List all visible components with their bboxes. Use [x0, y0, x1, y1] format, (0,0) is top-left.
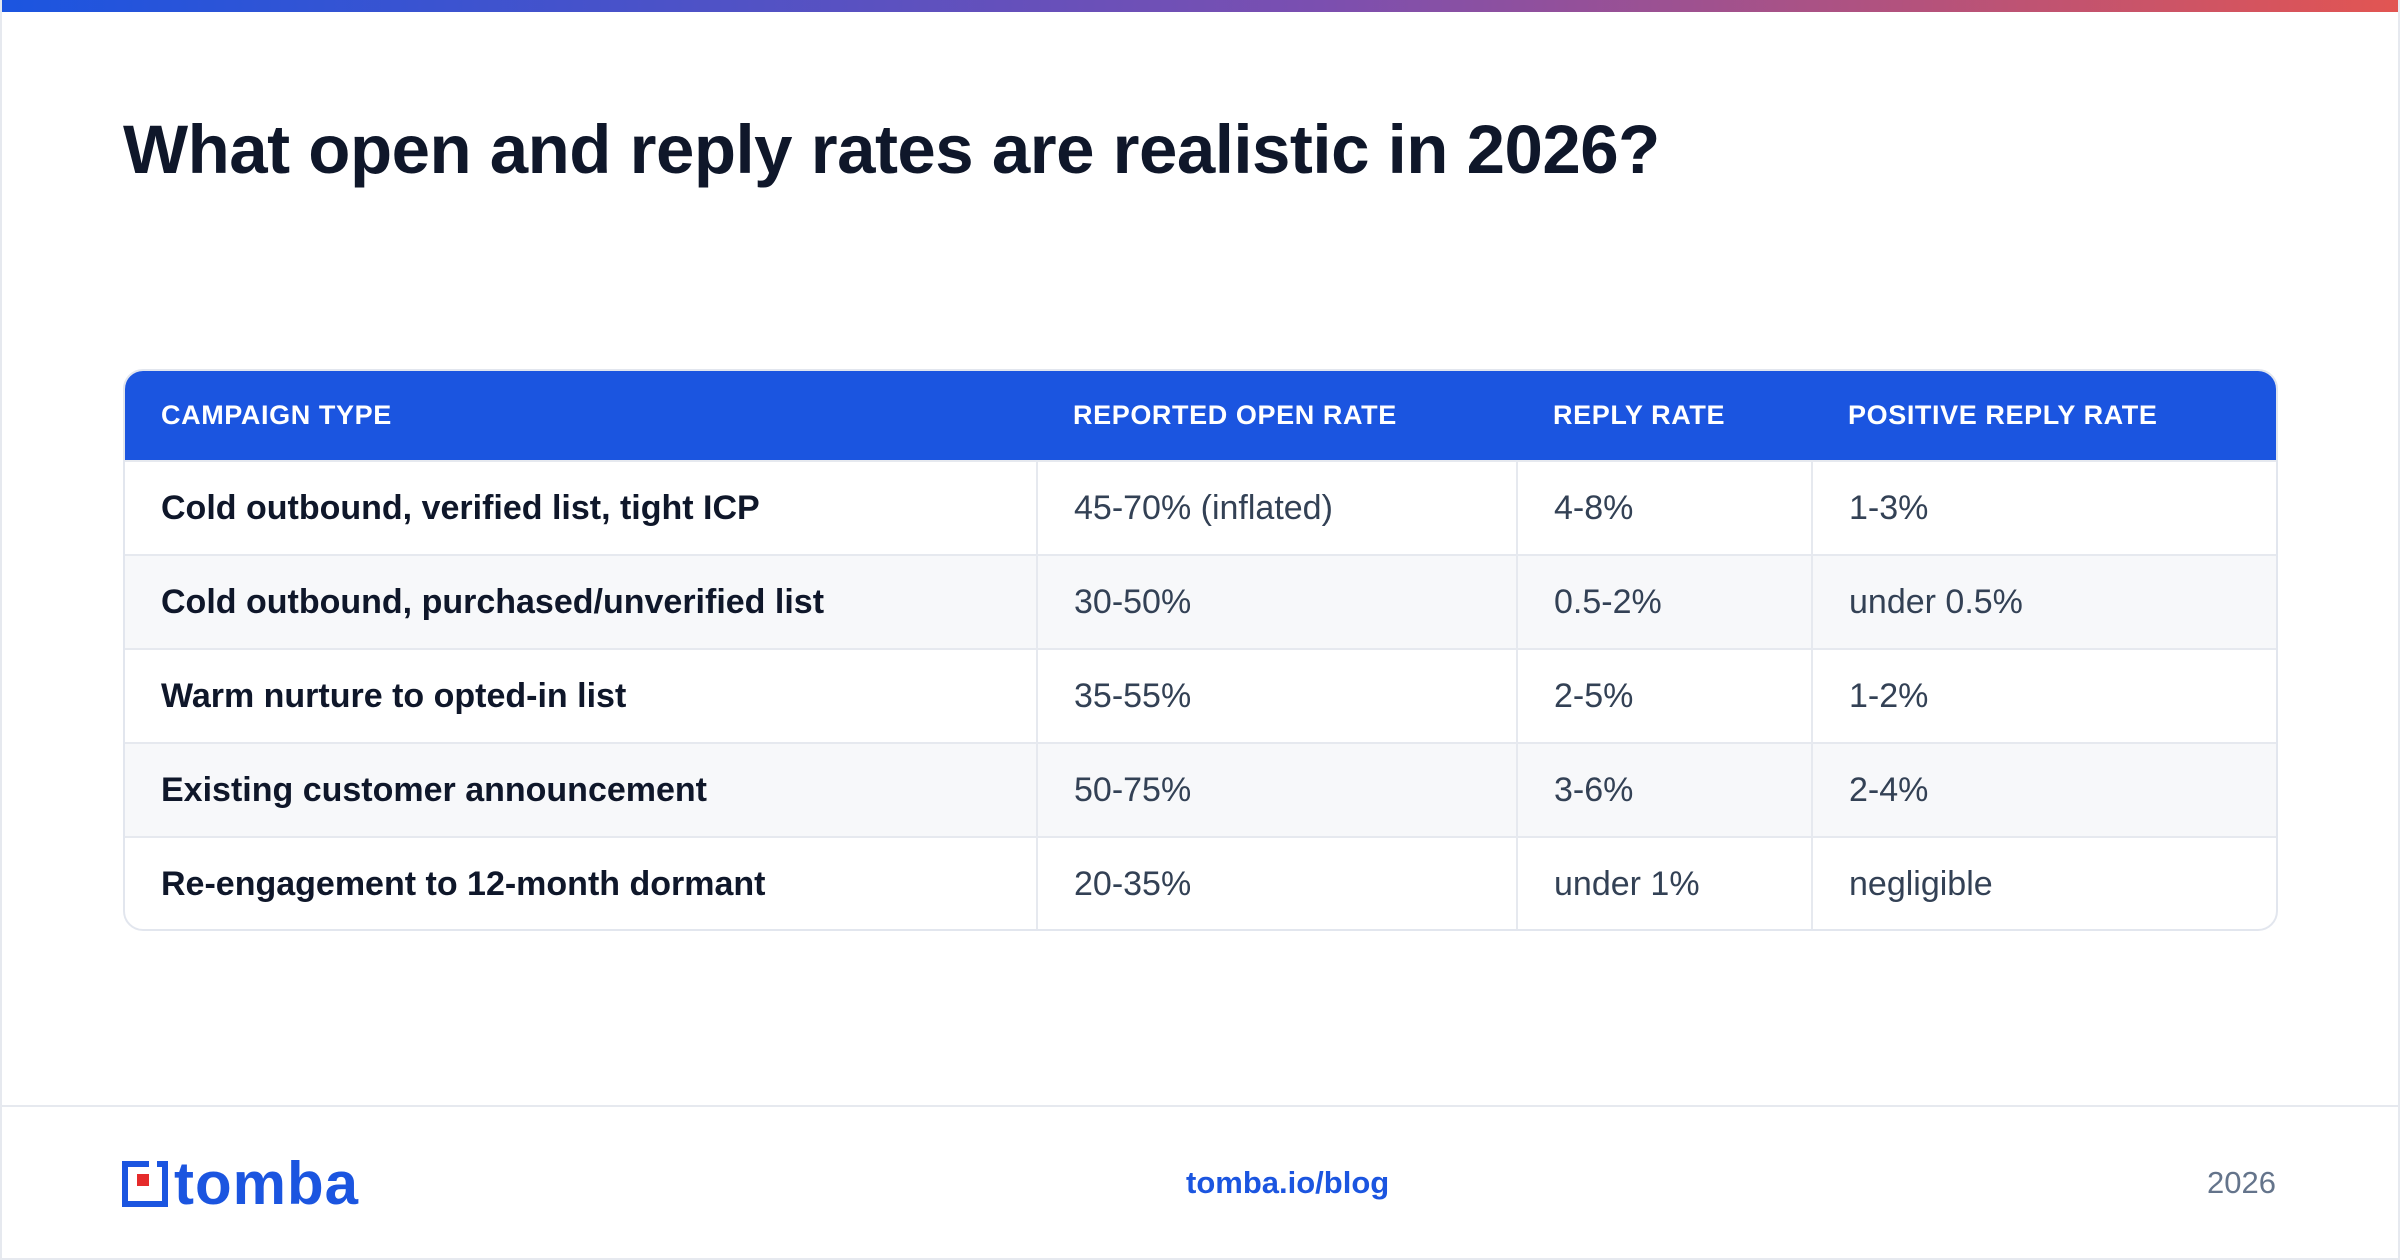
cell-campaign-type: Re-engagement to 12-month dormant	[125, 836, 1037, 929]
cell-reply-rate: 2-5%	[1516, 648, 1812, 743]
cell-positive-reply-rate: 2-4%	[1811, 742, 2276, 837]
table-row: Cold outbound, verified list, tight ICP …	[125, 460, 2276, 555]
footer-year: 2026	[2207, 1165, 2276, 1200]
table-row: Cold outbound, purchased/unverified list…	[125, 554, 2276, 649]
cell-campaign-type: Existing customer announcement	[125, 742, 1037, 837]
cell-positive-reply-rate: 1-3%	[1811, 460, 2276, 555]
header-campaign-type: CAMPAIGN TYPE	[161, 400, 392, 430]
cell-reply-rate: under 1%	[1516, 836, 1812, 929]
table-header-row: CAMPAIGN TYPE REPORTED OPEN RATE REPLY R…	[125, 371, 2276, 461]
header-reported-open-rate: REPORTED OPEN RATE	[1073, 400, 1397, 430]
table-row: Existing customer announcement 50-75% 3-…	[125, 742, 2276, 837]
header-reply-rate: REPLY RATE	[1553, 400, 1726, 430]
logo-wordmark: tomba	[174, 1150, 359, 1217]
cell-open-rate: 35-55%	[1036, 648, 1517, 743]
cell-reply-rate: 3-6%	[1516, 742, 1812, 837]
header-positive-reply-rate: POSITIVE REPLY RATE	[1848, 400, 2158, 430]
cell-campaign-type: Cold outbound, verified list, tight ICP	[125, 460, 1037, 555]
tomba-logo-icon	[122, 1161, 168, 1207]
cell-positive-reply-rate: under 0.5%	[1811, 554, 2276, 649]
tomba-logo[interactable]: tomba	[122, 1154, 359, 1214]
cell-positive-reply-rate: 1-2%	[1811, 648, 2276, 743]
footer-divider	[0, 1105, 2400, 1107]
table-row: Re-engagement to 12-month dormant 20-35%…	[125, 836, 2276, 929]
cell-open-rate: 50-75%	[1036, 742, 1517, 837]
cell-open-rate: 30-50%	[1036, 554, 1517, 649]
rates-table: CAMPAIGN TYPE REPORTED OPEN RATE REPLY R…	[123, 369, 2278, 931]
cell-open-rate: 20-35%	[1036, 836, 1517, 929]
page-title: What open and reply rates are realistic …	[123, 111, 1660, 188]
cell-reply-rate: 4-8%	[1516, 460, 1812, 555]
top-gradient-bar	[0, 0, 2400, 12]
cell-positive-reply-rate: negligible	[1811, 836, 2276, 929]
cell-campaign-type: Warm nurture to opted-in list	[125, 648, 1037, 743]
blog-link[interactable]: tomba.io/blog	[1186, 1165, 1390, 1200]
cell-reply-rate: 0.5-2%	[1516, 554, 1812, 649]
cell-open-rate: 45-70% (inflated)	[1036, 460, 1517, 555]
table-row: Warm nurture to opted-in list 35-55% 2-5…	[125, 648, 2276, 743]
cell-campaign-type: Cold outbound, purchased/unverified list	[125, 554, 1037, 649]
